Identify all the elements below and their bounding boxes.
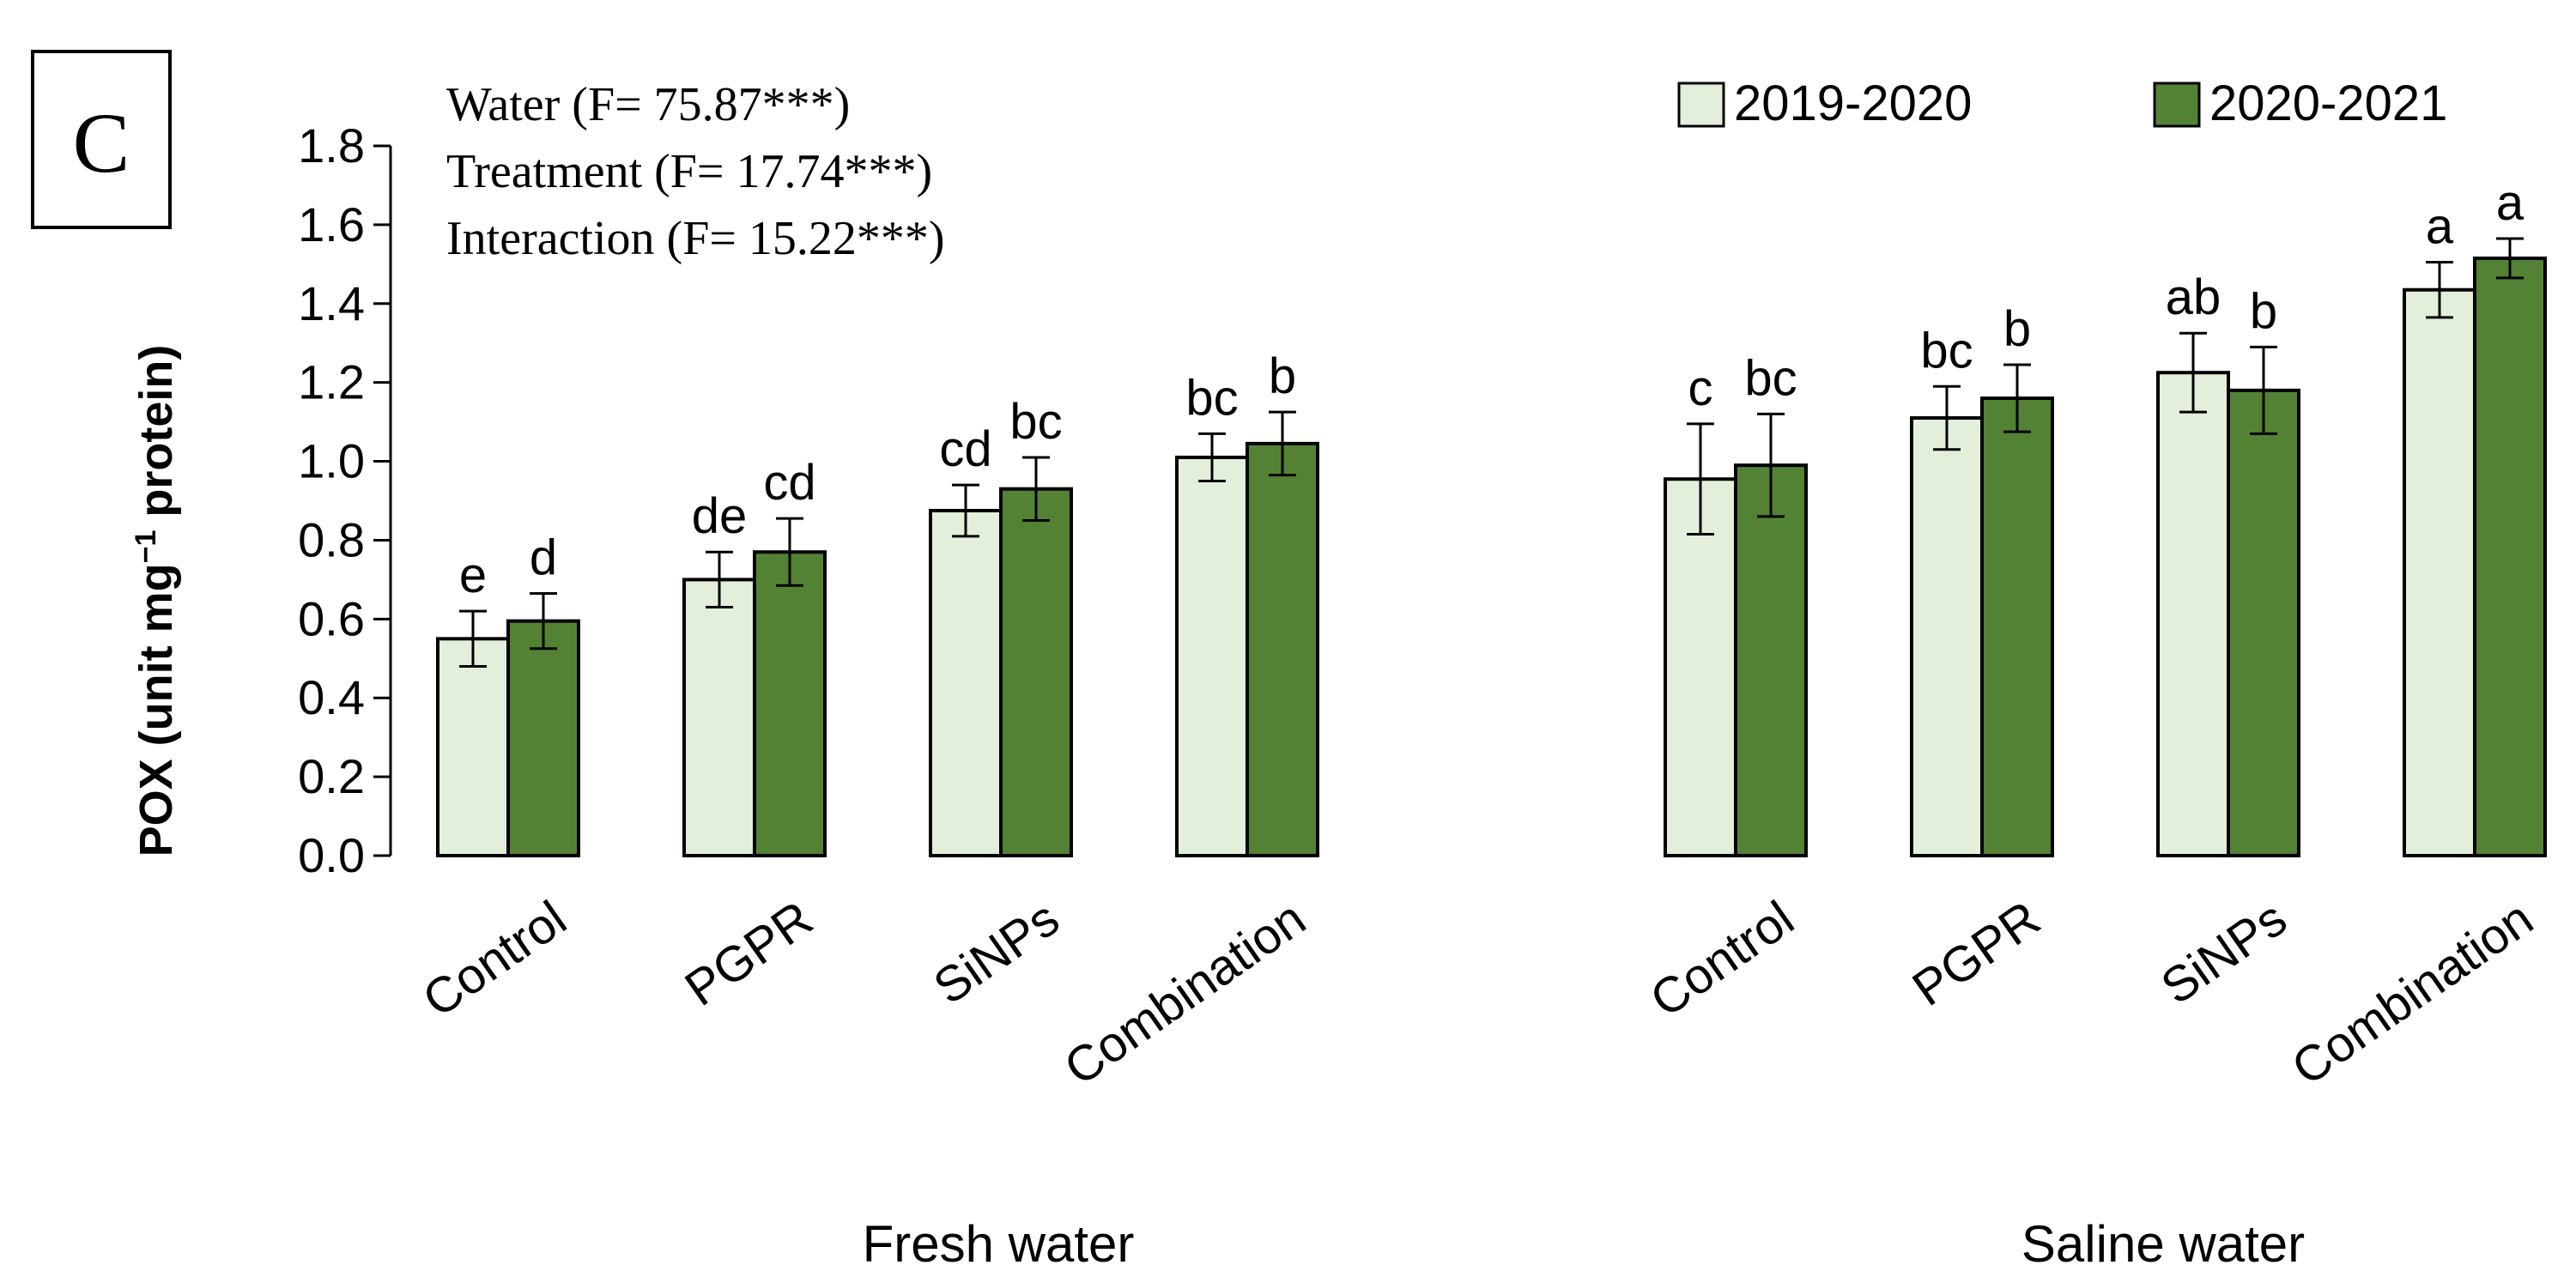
panel-label-box	[31, 50, 172, 229]
bar	[2227, 388, 2300, 858]
y-tick-label: 0.4	[298, 670, 365, 724]
significance-letter: b	[2003, 301, 2031, 357]
significance-letter: bc	[1920, 323, 1973, 378]
y-tick-label: 0.2	[298, 749, 365, 803]
bar	[929, 508, 1003, 857]
group-title-fresh-water: Fresh water	[863, 1215, 1135, 1273]
y-tick-label: 1.2	[298, 355, 365, 409]
y-tick-label: 0.0	[298, 828, 365, 882]
y-axis-title-sup: −1	[130, 530, 162, 564]
y-tick-label: 1.4	[298, 276, 365, 330]
legend-label-2020-2021: 2020-2021	[2209, 76, 2447, 131]
category-label: PGPR	[1903, 890, 2051, 1017]
y-tick-label: 0.6	[298, 591, 365, 645]
y-tick-label: 0.8	[298, 512, 365, 566]
stat-interaction: Interaction (F= 15.22***)	[446, 212, 945, 265]
bar	[2156, 371, 2230, 857]
significance-letter: bc	[1185, 370, 1238, 426]
legend-swatch-2020-2021	[2153, 82, 2201, 128]
category-label: SiNPs	[2151, 890, 2296, 1015]
significance-letter: d	[530, 530, 557, 585]
y-tick-label: 1.0	[298, 434, 365, 488]
bar	[999, 487, 1073, 857]
axes: 0.0 0.2 0.4 0.6 0.8 1.0 1.2 1.4 1.6 1.8	[298, 118, 392, 882]
significance-letter: e	[459, 548, 487, 603]
legend: 2019-2020 2020-2021	[1677, 76, 2447, 131]
category-label: SiNPs	[924, 890, 1069, 1015]
significance-letter: cd	[763, 455, 815, 511]
category-label: Combination	[2282, 890, 2543, 1096]
bar	[2403, 287, 2476, 858]
bar	[1980, 396, 2054, 857]
y-axis-title: POX (unit mg−1 protein)	[130, 345, 182, 857]
bar	[753, 550, 827, 857]
y-tick-label: 1.6	[298, 197, 365, 251]
bar	[682, 578, 756, 858]
significance-letter: cd	[939, 421, 991, 477]
category-label: Control	[413, 890, 576, 1027]
panel-label: C	[73, 95, 130, 191]
significance-letter: bc	[1009, 394, 1062, 450]
bar	[1734, 463, 1808, 858]
significance-letter: a	[2426, 199, 2454, 255]
bar	[2473, 256, 2547, 858]
legend-swatch-2019-2020	[1677, 82, 1725, 128]
stat-treatment: Treatment (F= 17.74***)	[446, 145, 932, 198]
category-label: PGPR	[676, 890, 823, 1017]
stat-water: Water (F= 75.87***)	[446, 78, 850, 131]
significance-letter: de	[692, 488, 748, 544]
bar	[1246, 441, 1319, 857]
significance-letter: b	[1269, 348, 1296, 404]
bar	[1175, 455, 1249, 857]
category-label: Control	[1640, 890, 1803, 1027]
significance-letter: a	[2496, 175, 2524, 231]
bar	[436, 637, 510, 857]
significance-letter: c	[1688, 360, 1713, 416]
significance-letter: ab	[2166, 269, 2221, 325]
group-title-saline-water: Saline water	[2021, 1215, 2305, 1273]
y-axis-title-tail: protein)	[130, 345, 182, 530]
y-axis-title-main: POX (unit mg	[130, 563, 182, 856]
significance-letter: bc	[1744, 350, 1797, 406]
y-tick-label: 1.8	[298, 118, 365, 172]
bar	[1910, 416, 1984, 857]
category-label: Combination	[1054, 890, 1315, 1096]
significance-letter: b	[2250, 283, 2277, 339]
bar	[506, 619, 580, 857]
legend-label-2019-2020: 2019-2020	[1734, 76, 1972, 131]
